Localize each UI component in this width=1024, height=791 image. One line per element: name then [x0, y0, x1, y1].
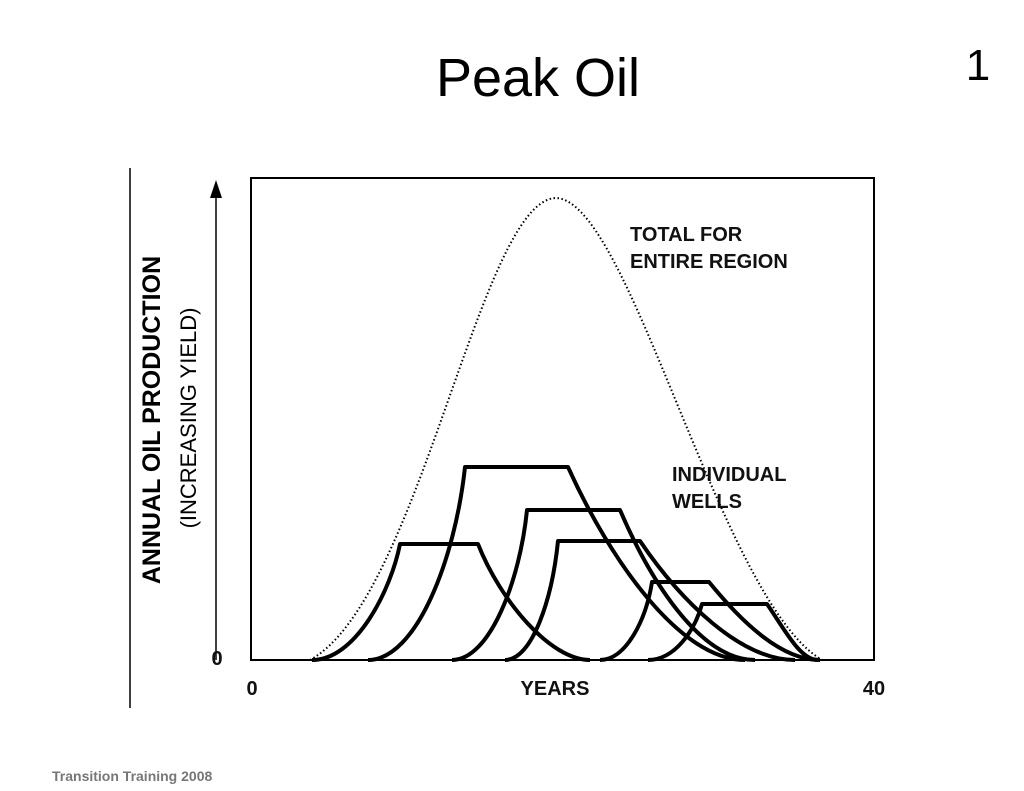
- well-curve: [647, 602, 819, 662]
- plot-frame: [250, 177, 875, 661]
- total-label: ENTIRE REGION: [630, 251, 788, 273]
- slide-title: Peak Oil: [436, 48, 640, 108]
- x-start-label: 0: [246, 678, 257, 700]
- well-curve: [504, 539, 796, 662]
- footer: Transition Training 2008: [52, 768, 212, 784]
- wells-label: WELLS: [672, 491, 742, 513]
- well-curve: [599, 580, 821, 662]
- wells-label: INDIVIDUAL: [672, 464, 786, 486]
- y-axis-subtitle: (INCREASING YIELD): [176, 308, 201, 529]
- well-curves: [311, 465, 821, 662]
- page-number: 1: [966, 41, 990, 90]
- y-axis-title: ANNUAL OIL PRODUCTION: [138, 256, 166, 584]
- x-end-label: 40: [863, 678, 885, 700]
- well-curve: [311, 542, 591, 662]
- total-curve: [309, 196, 823, 661]
- x-axis-title: YEARS: [521, 678, 590, 700]
- total-label: TOTAL FOR: [630, 224, 743, 246]
- y-origin-label: 0: [211, 648, 222, 670]
- y-arrow-head: [210, 180, 222, 198]
- well-curve: [451, 508, 756, 662]
- well-curve: [367, 465, 746, 662]
